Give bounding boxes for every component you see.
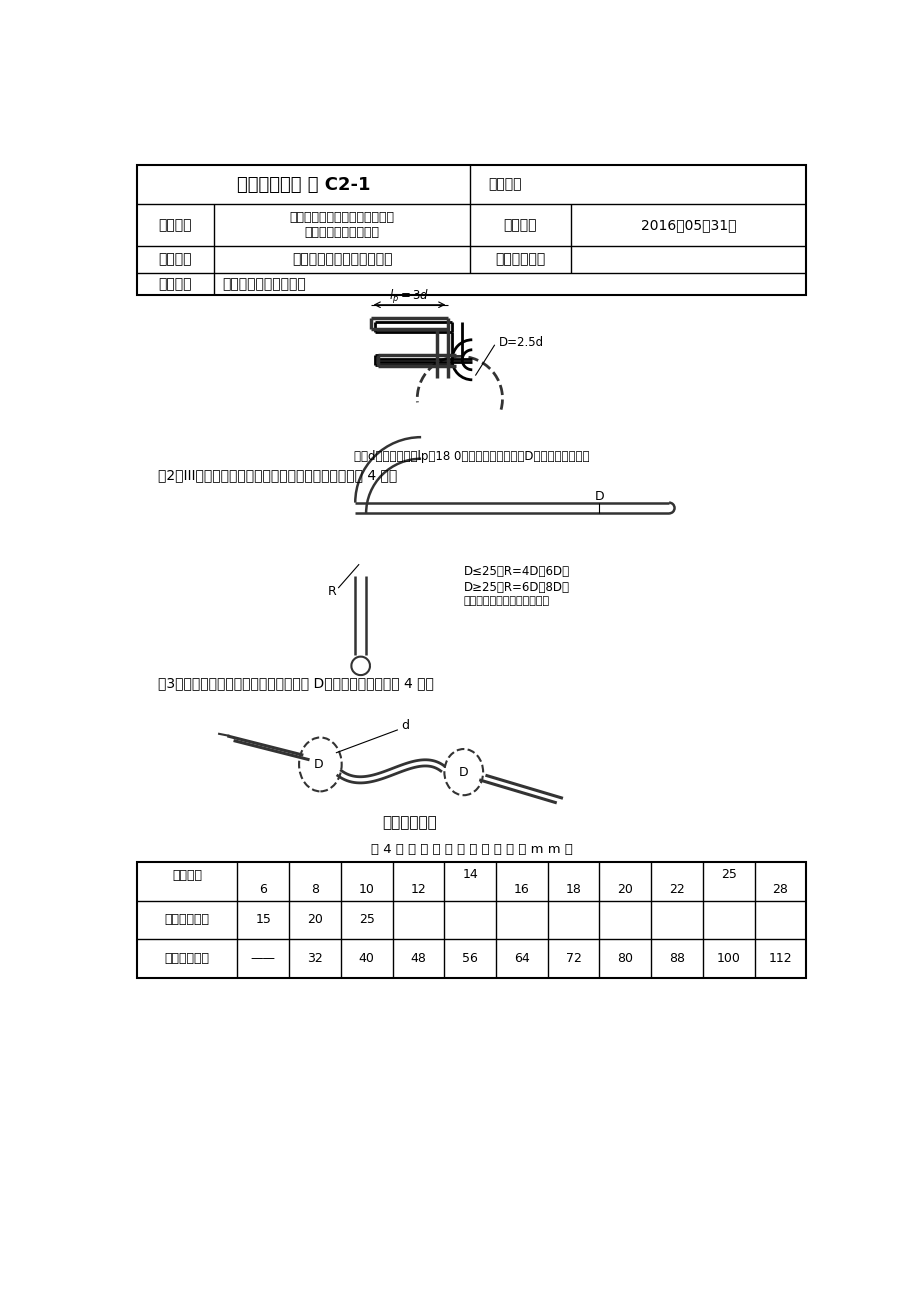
Text: 2016年05月31日: 2016年05月31日 — [640, 219, 735, 232]
Text: ——: —— — [251, 952, 276, 965]
Text: （3）弯起筋中间部位弯折处的弯曲直径 D，不小于钢筋直径的 4 倍。: （3）弯起筋中间部位弯折处的弯曲直径 D，不小于钢筋直径的 4 倍。 — [157, 677, 433, 691]
Text: D≤25时R=4D（6D）: D≤25时R=4D（6D） — [463, 566, 569, 579]
Text: 88: 88 — [668, 952, 685, 965]
Text: 14: 14 — [461, 868, 478, 881]
Text: 三级弯曲直径: 三级弯曲直径 — [165, 952, 210, 965]
Text: $l_p=3d$: $l_p=3d$ — [389, 288, 429, 306]
Text: d: d — [402, 719, 409, 732]
Text: 40: 40 — [358, 952, 374, 965]
Text: 64: 64 — [514, 952, 529, 965]
Text: 6: 6 — [259, 882, 267, 895]
Text: 文化体育中心（北京理工大学良
乡校区文化体育中心）: 文化体育中心（北京理工大学良 乡校区文化体育中心） — [289, 211, 394, 239]
Bar — [137, 165, 805, 295]
Text: 技术交底记录 表 C2-1: 技术交底记录 表 C2-1 — [236, 176, 369, 194]
Text: 32: 32 — [307, 952, 323, 965]
Text: 注：d为钢筋直径，lp为18 0度弯钩平直段长度，D为钢筋弯曲直径。: 注：d为钢筋直径，lp为18 0度弯钩平直段长度，D为钢筋弯曲直径。 — [354, 450, 588, 463]
Text: （ 4 ） 钢 筋 弯 曲 直 径 取 值 表 （ m m ）: （ 4 ） 钢 筋 弯 曲 直 径 取 值 表 （ m m ） — [370, 843, 572, 856]
Text: D≥25时R=6D（8D）: D≥25时R=6D（8D） — [463, 580, 569, 593]
Text: 25: 25 — [720, 868, 736, 881]
Text: 钢筋后台制作技术交底: 钢筋后台制作技术交底 — [221, 277, 305, 291]
Text: 80: 80 — [617, 952, 632, 965]
Text: 48: 48 — [410, 952, 425, 965]
Text: 28: 28 — [772, 882, 788, 895]
Text: 交底日期: 交底日期 — [503, 219, 537, 232]
Text: D: D — [594, 490, 604, 503]
Text: 分项工程名称: 分项工程名称 — [494, 252, 545, 267]
Text: R: R — [327, 584, 336, 597]
Text: 工程名称: 工程名称 — [159, 219, 192, 232]
Text: 12: 12 — [410, 882, 425, 895]
Text: 施工单位: 施工单位 — [159, 252, 192, 267]
Text: 72: 72 — [565, 952, 581, 965]
Text: D: D — [459, 765, 468, 778]
Text: 交底提要: 交底提要 — [159, 277, 192, 291]
Text: 8: 8 — [311, 882, 319, 895]
Text: 钢筋弯折加工: 钢筋弯折加工 — [381, 814, 437, 830]
Text: D=2.5d: D=2.5d — [498, 336, 543, 349]
Text: 资料编号: 资料编号 — [488, 178, 521, 191]
Text: 16: 16 — [514, 882, 529, 895]
Text: 100: 100 — [716, 952, 740, 965]
Text: 56: 56 — [461, 952, 478, 965]
Text: 20: 20 — [307, 913, 323, 926]
Bar — [137, 863, 805, 978]
Text: 20: 20 — [617, 882, 632, 895]
Text: 22: 22 — [668, 882, 684, 895]
Text: 北京建工集团有限责任公司: 北京建工集团有限责任公司 — [291, 252, 391, 267]
Text: （2）III级钢筋弯折的弯弧内直径不应小于钢筋直径的 4 倍。: （2）III级钢筋弯折的弯弧内直径不应小于钢筋直径的 4 倍。 — [157, 468, 396, 483]
Text: 括号内为结构顶层边节点要求: 括号内为结构顶层边节点要求 — [463, 596, 550, 606]
Text: 钢筋直径: 钢筋直径 — [172, 869, 202, 882]
Text: 18: 18 — [565, 882, 581, 895]
Text: 25: 25 — [358, 913, 374, 926]
Text: 一级弯曲直径: 一级弯曲直径 — [165, 913, 210, 926]
Text: 112: 112 — [767, 952, 791, 965]
Text: D: D — [313, 758, 323, 771]
Text: 10: 10 — [358, 882, 374, 895]
Text: 15: 15 — [255, 913, 271, 926]
